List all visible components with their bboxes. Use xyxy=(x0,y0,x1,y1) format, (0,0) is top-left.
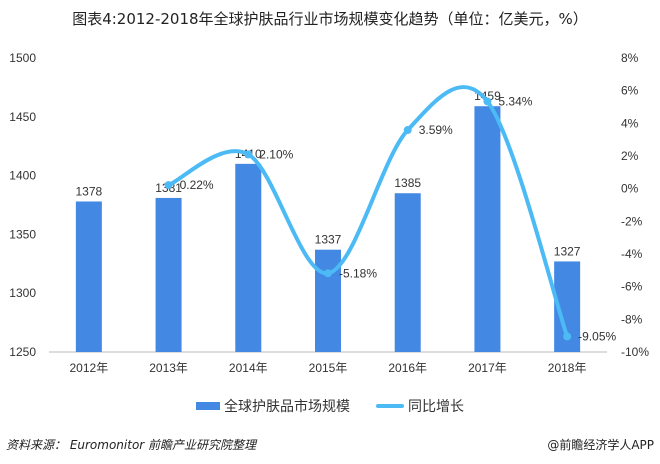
left-tick-label: 1450 xyxy=(9,110,36,124)
growth-point xyxy=(244,150,253,159)
growth-point xyxy=(563,332,572,341)
right-tick-label: -6% xyxy=(621,280,643,294)
bar-data-label: 1327 xyxy=(554,244,581,258)
bar-data-label: 1378 xyxy=(76,184,103,198)
growth-data-label: 2.10% xyxy=(259,147,293,161)
right-tick-label: 2% xyxy=(621,149,639,163)
right-tick-label: -8% xyxy=(621,312,643,326)
x-tick-label: 2012年 xyxy=(70,361,109,375)
right-tick-label: -4% xyxy=(621,247,643,261)
left-tick-label: 1400 xyxy=(9,169,36,183)
growth-data-label: -9.05% xyxy=(578,329,616,343)
bar xyxy=(235,163,262,352)
left-tick-label: 1350 xyxy=(9,227,36,241)
chart-title: 图表4:2012-2018年全球护肤品行业市场规模变化趋势（单位：亿美元，%） xyxy=(72,10,588,28)
bar xyxy=(75,201,102,352)
right-tick-label: 6% xyxy=(621,84,639,98)
right-tick-label: 8% xyxy=(621,51,639,65)
growth-point xyxy=(164,181,173,190)
growth-point xyxy=(403,126,412,135)
growth-line xyxy=(166,85,570,339)
bar xyxy=(474,106,501,352)
growth-point xyxy=(483,97,492,106)
right-tick-label: -10% xyxy=(621,345,649,359)
legend-swatch-bar xyxy=(196,402,220,410)
bar xyxy=(394,193,421,352)
x-tick-label: 2014年 xyxy=(229,361,268,375)
x-tick-label: 2017年 xyxy=(468,361,507,375)
right-tick-label: 0% xyxy=(621,182,639,196)
left-tick-label: 1300 xyxy=(9,286,36,300)
right-tick-label: 4% xyxy=(621,116,639,130)
x-tick-label: 2013年 xyxy=(149,361,188,375)
growth-point xyxy=(324,269,332,278)
bar xyxy=(315,249,341,352)
credit: @前瞻经济学人APP xyxy=(547,438,654,452)
x-tick-label: 2018年 xyxy=(548,361,587,375)
right-tick-label: -2% xyxy=(621,214,643,228)
growth-data-label: -5.18% xyxy=(339,266,377,280)
growth-data-label: 5.34% xyxy=(498,94,532,108)
growth-data-label: 3.59% xyxy=(419,123,453,137)
legend-label-bar: 全球护肤品市场规模 xyxy=(224,399,350,415)
growth-data-label: 0.22% xyxy=(180,178,214,192)
left-tick-label: 1500 xyxy=(9,51,36,65)
legend-item-line: 同比增长 xyxy=(376,396,464,416)
bar-data-label: 1337 xyxy=(315,233,342,247)
bar-data-label: 1385 xyxy=(394,176,421,190)
legend-item-bar: 全球护肤品市场规模 xyxy=(196,396,350,416)
legend: 全球护肤品市场规模 同比增长 xyxy=(0,396,660,416)
x-tick-label: 2016年 xyxy=(388,361,427,375)
bar xyxy=(155,197,182,352)
legend-label-line: 同比增长 xyxy=(408,399,464,415)
x-tick-label: 2015年 xyxy=(309,361,348,375)
legend-swatch-line xyxy=(376,404,404,408)
source-note: 资料来源： Euromonitor 前瞻产业研究院整理 xyxy=(6,438,257,452)
left-tick-label: 1250 xyxy=(9,345,36,359)
